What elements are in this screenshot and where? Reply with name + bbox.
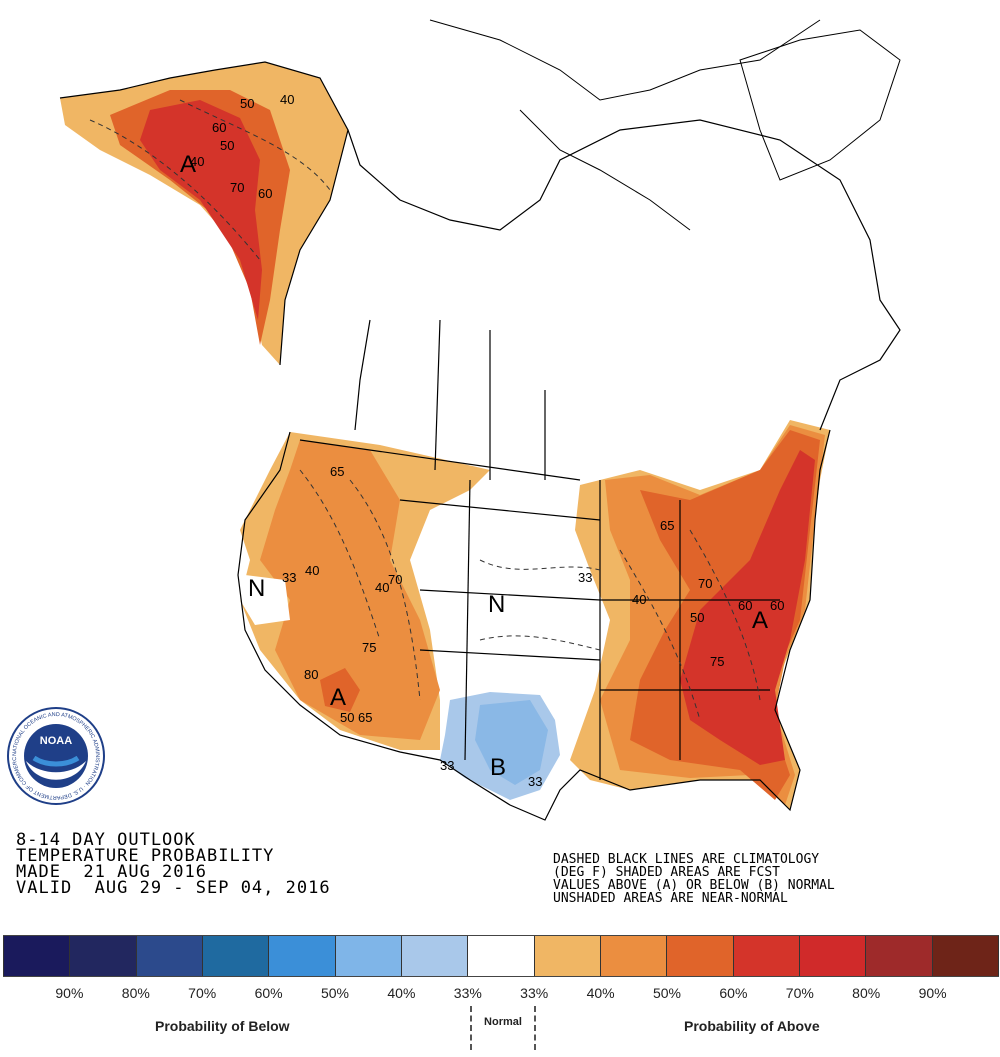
alaska-label-40b: 40 <box>190 154 204 169</box>
legend-swatch <box>335 936 402 976</box>
east-label-50: 50 <box>690 610 704 625</box>
legend-swatch <box>70 936 137 976</box>
west-label-65: 65 <box>330 464 344 479</box>
central-normal-letter: N <box>488 591 505 618</box>
west-label-70: 70 <box>388 572 402 587</box>
note-line-1: DASHED BLACK LINES ARE CLIMATOLOGY <box>553 852 820 867</box>
probability-below-label: Probability of Below <box>155 1018 290 1034</box>
legend-swatch <box>3 936 71 976</box>
outlook-title: 8-14 DAY OUTLOOK TEMPERATURE PROBABILITY M… <box>16 830 331 898</box>
title-line-3: MADE 21 AUG 2016 <box>16 862 207 882</box>
alaska-label-50: 50 <box>240 96 254 111</box>
east-above-letter: A <box>752 607 768 634</box>
alaska-label-70: 70 <box>230 180 244 195</box>
west-label-33: 33 <box>282 570 296 585</box>
legend-swatch <box>799 936 867 976</box>
noaa-logo-name: NOAA <box>40 735 72 747</box>
legend-tick-label: 80% <box>121 985 150 1001</box>
legend-swatch <box>733 936 800 976</box>
south-label-33a: 33 <box>440 758 454 773</box>
east-label-65: 65 <box>660 518 674 533</box>
legend-tick-labels: 90% 80% 70% 60% 50% 40% 33% 33% 40% 50% 60% 70% 80% 9… <box>0 985 1000 1005</box>
title-line-2: TEMPERATURE PROBABILITY <box>16 846 275 866</box>
south-label-33b: 33 <box>528 774 542 789</box>
west-label-80: 80 <box>304 667 318 682</box>
west-label-75: 75 <box>362 640 376 655</box>
outlook-map: A 40 50 60 70 60 50 40 65 40 33 40 70 75… <box>59 19 901 821</box>
legend-tick-label: 50% <box>320 985 350 1001</box>
legend-tick-label: 33% <box>520 985 549 1001</box>
legend-swatch <box>932 936 999 976</box>
legend-tick-label: 70% <box>188 985 217 1001</box>
legend-tick-label: 40% <box>387 985 416 1001</box>
legend-tick-label: 90% <box>918 985 947 1001</box>
probability-color-legend <box>3 935 999 977</box>
east-label-60: 60 <box>738 598 752 613</box>
alaska-label-50b: 50 <box>220 138 234 153</box>
legend-tick-label: 33% <box>453 985 482 1001</box>
note-line-3: VALUES ABOVE (A) OR BELOW (B) NORMAL <box>553 878 835 893</box>
west-above-letter: A <box>330 684 346 711</box>
east-label-70: 70 <box>698 576 712 591</box>
east-label-60b: 60 <box>770 598 784 613</box>
legend-tick-label: 50% <box>652 985 682 1001</box>
legend-swatch <box>401 936 469 976</box>
legend-swatch <box>866 936 933 976</box>
legend-tick-label: 90% <box>55 985 84 1001</box>
legend-notes: DASHED BLACK LINES ARE CLIMATOLOGY (DEG F… <box>553 853 835 905</box>
legend-swatch <box>202 936 270 976</box>
note-line-2: (DEG F) SHADED AREAS ARE FCST <box>553 865 780 880</box>
legend-swatch <box>667 936 734 976</box>
east-label-40: 40 <box>632 592 646 607</box>
south-below-letter: B <box>490 754 506 781</box>
legend-swatch <box>600 936 668 976</box>
west-label-65b: 65 <box>358 710 372 725</box>
title-line-4: VALID AUG 29 - SEP 04, 2016 <box>16 878 331 898</box>
legend-tick-label: 60% <box>254 985 283 1001</box>
note-line-4: UNSHADED AREAS ARE NEAR-NORMAL <box>553 891 788 906</box>
normal-label: Normal <box>470 1006 536 1050</box>
legend-tick-label: 40% <box>586 985 615 1001</box>
legend-tick-label: 80% <box>852 985 881 1001</box>
title-line-1: 8-14 DAY OUTLOOK <box>16 830 196 850</box>
noaa-logo: NOAA NATIONAL OCEANIC AND ATMOSPHERIC AD… <box>6 706 105 805</box>
east-label-33: 33 <box>578 570 592 585</box>
alaska-label-40: 40 <box>280 92 294 107</box>
alaska-above-letter: A <box>180 151 196 178</box>
legend-tick-label: 70% <box>785 985 814 1001</box>
alaska-label-60b: 60 <box>258 186 272 201</box>
legend-swatch <box>468 936 535 976</box>
alaska-label-60a: 60 <box>212 120 226 135</box>
legend-tick-label: 60% <box>719 985 748 1001</box>
legend-swatch <box>534 936 601 976</box>
west-label-50: 50 <box>340 710 354 725</box>
west-label-40b: 40 <box>375 580 389 595</box>
west-label-40a: 40 <box>305 563 319 578</box>
east-label-75: 75 <box>710 654 724 669</box>
west-normal-letter: N <box>248 575 265 602</box>
probability-above-label: Probability of Above <box>684 1018 820 1034</box>
legend-swatch <box>269 936 336 976</box>
legend-swatch <box>136 936 203 976</box>
